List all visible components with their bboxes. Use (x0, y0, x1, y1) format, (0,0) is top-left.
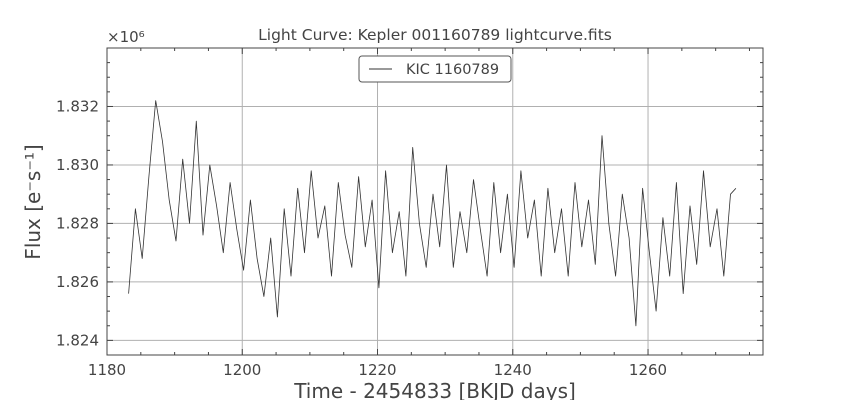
legend-box (358, 55, 512, 83)
y-tick-label: 1.830 (56, 156, 99, 174)
axis-ticks (106, 47, 763, 355)
x-tick-label: 1200 (223, 361, 261, 379)
plot-frame (106, 47, 764, 356)
series-line-kic-1160789 (128, 100, 737, 327)
x-axis-label: Time - 2454833 [BKJD days] (293, 379, 576, 400)
y-tick-label: 1.826 (56, 273, 99, 291)
chart-title: Light Curve: Kepler 001160789 lightcurve… (258, 26, 612, 44)
x-tick-label: 1240 (494, 361, 532, 379)
x-tick-label: 1220 (358, 361, 396, 379)
y-tick-label: 1.824 (56, 331, 99, 349)
legend: KIC 1160789 (358, 55, 512, 83)
x-tick-label: 1260 (629, 361, 667, 379)
series-layer (128, 100, 737, 327)
tick-labels: 1180 1200 1220 1240 1260 1.824 1.826 1.828 1.830… (56, 97, 667, 379)
grid (106, 48, 763, 355)
legend-label: KIC 1160789 (406, 62, 499, 78)
y-axis-label: Flux [e⁻s⁻¹] (21, 144, 45, 259)
y-tick-label: 1.828 (56, 214, 99, 232)
y-tick-label: 1.832 (56, 97, 99, 115)
x-tick-label: 1180 (88, 361, 126, 379)
y-multiplier-label: ×10⁶ (107, 28, 145, 46)
